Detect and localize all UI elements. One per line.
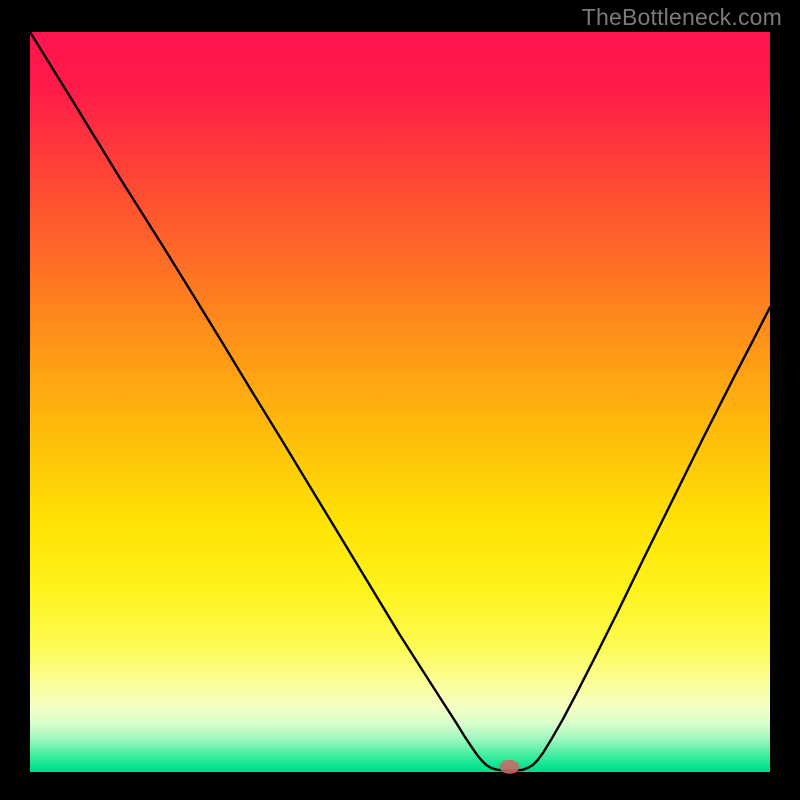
bottleneck-chart [0,0,800,800]
optimal-point-marker [500,760,520,774]
plot-background [30,32,770,772]
chart-container: TheBottleneck.com [0,0,800,800]
watermark-label: TheBottleneck.com [582,4,782,31]
